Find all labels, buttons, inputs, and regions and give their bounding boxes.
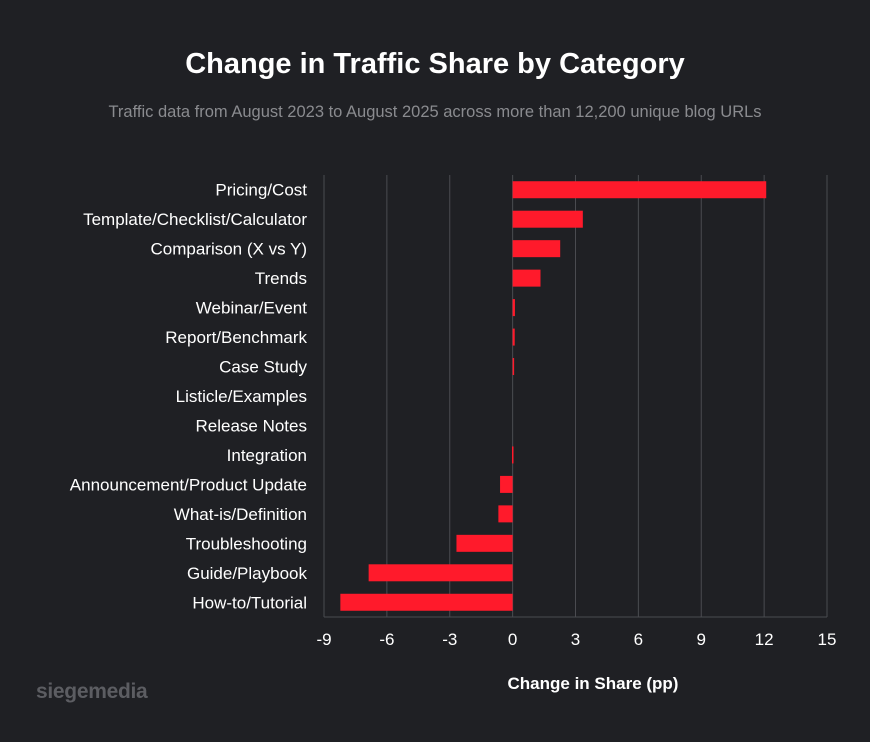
category-label: Release Notes (195, 416, 307, 435)
bar (512, 181, 767, 199)
siegemedia-logo: siegemedia (36, 680, 148, 703)
x-tick-label: 9 (697, 630, 706, 649)
x-tick-label: -3 (442, 630, 457, 649)
x-tick-label: 0 (508, 630, 517, 649)
category-label: Listicle/Examples (176, 387, 307, 406)
category-label: Trends (255, 269, 307, 288)
x-axis-label: Change in Share (pp) (508, 674, 679, 693)
category-label: Template/Checklist/Calculator (83, 210, 307, 229)
bar (368, 564, 513, 582)
chart-title: Change in Traffic Share by Category (185, 48, 685, 80)
x-tick-label: 12 (755, 630, 774, 649)
category-label: Webinar/Event (196, 299, 307, 318)
category-label: Integration (227, 446, 307, 465)
x-tick-label: -9 (316, 630, 331, 649)
bar (512, 240, 561, 258)
bar (340, 593, 513, 611)
category-label: Report/Benchmark (165, 328, 307, 347)
bar (456, 534, 513, 552)
category-label: Case Study (219, 358, 307, 377)
bar (512, 269, 541, 287)
chart-subtitle: Traffic data from August 2023 to August … (108, 103, 762, 121)
x-tick-label: 6 (634, 630, 643, 649)
category-label: Announcement/Product Update (70, 475, 307, 494)
x-tick-label: 3 (571, 630, 580, 649)
bar (512, 358, 515, 376)
x-tick-label: 15 (818, 630, 837, 649)
bar (512, 210, 583, 228)
bar (511, 446, 514, 464)
bar (498, 505, 513, 523)
bar (512, 299, 515, 317)
category-label: How-to/Tutorial (192, 593, 307, 612)
category-label: Pricing/Cost (215, 181, 307, 200)
bar (512, 328, 515, 346)
category-label: Comparison (X vs Y) (150, 240, 307, 259)
category-label: Guide/Playbook (187, 564, 308, 583)
category-label: What-is/Definition (174, 505, 307, 524)
x-tick-label: -6 (379, 630, 394, 649)
category-label: Troubleshooting (186, 534, 307, 553)
bar (500, 475, 513, 493)
